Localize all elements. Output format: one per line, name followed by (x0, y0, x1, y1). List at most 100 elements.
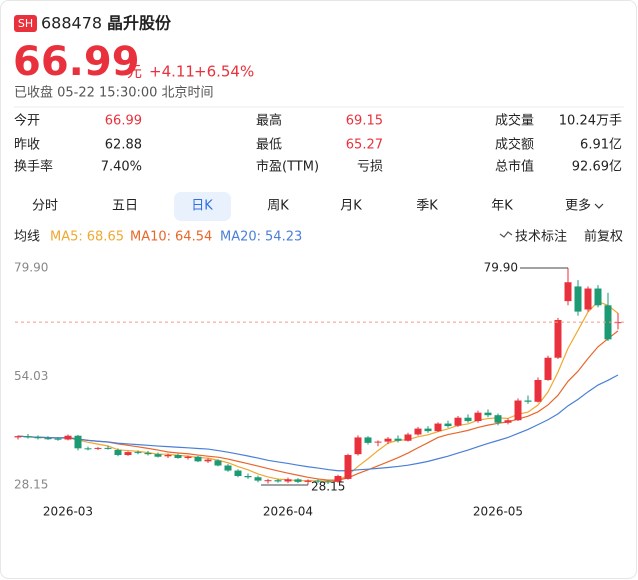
candle-body (504, 420, 512, 423)
stat-value: 10.24万手 (559, 114, 622, 129)
stat-value: 92.69亿 (572, 160, 622, 175)
candle-body (574, 286, 582, 312)
ma-value: 64.54 (175, 230, 212, 245)
candle-body (284, 479, 292, 482)
tab[interactable]: 月K (340, 199, 362, 214)
chevron (594, 203, 604, 209)
candle-body (484, 412, 492, 416)
candle-body (474, 412, 482, 422)
ma-title: 均线 (14, 230, 40, 245)
stat-value: 亏损 (357, 160, 383, 175)
tab[interactable]: 日K (191, 199, 213, 214)
candle-body (514, 400, 522, 421)
candle-body (24, 436, 32, 438)
ma-value: 68.65 (87, 230, 124, 245)
candle-body (554, 319, 562, 358)
candle-body (234, 470, 242, 477)
annotation: 28.15 (311, 480, 345, 494)
stat-label: 最低 (256, 138, 282, 153)
candle-body (194, 456, 202, 462)
candle-body (64, 435, 72, 440)
candle-body (344, 455, 352, 479)
tab[interactable]: 更多 (565, 198, 591, 214)
y-tick-label: 28.15 (14, 478, 48, 492)
candle-body (124, 452, 132, 456)
candle-body (104, 447, 112, 449)
tool-icon (499, 231, 513, 238)
candle-body (564, 282, 572, 302)
candle-body (414, 428, 422, 435)
stat-label: 今开 (14, 113, 40, 129)
candle-body (84, 448, 92, 450)
stat-label: 市盈(TTM) (256, 159, 319, 175)
candle-body (534, 379, 542, 402)
tab[interactable]: 季K (416, 199, 438, 214)
candle-body (114, 449, 122, 456)
candle-body (224, 465, 232, 471)
candle-body (244, 476, 252, 478)
stat-label: 昨收 (14, 138, 40, 153)
x-tick-label: 2026-05 (473, 505, 523, 519)
stat-value: 62.88 (105, 138, 142, 153)
stat-value: 66.99 (105, 114, 142, 129)
ma-name: MA20: (220, 230, 261, 245)
tab-highlight (174, 192, 231, 221)
y-tick-label: 54.03 (14, 369, 48, 383)
change: +4.11 (149, 63, 195, 81)
tab[interactable]: 分时 (32, 199, 58, 214)
candle-body (324, 481, 332, 483)
candle-body (424, 428, 432, 432)
candle-body (354, 437, 362, 455)
stat-value: 65.27 (346, 138, 383, 153)
candle-body (334, 476, 342, 482)
candle-body (134, 452, 142, 454)
candle-body (204, 459, 212, 462)
change-pct: +6.54% (194, 63, 254, 81)
tab[interactable]: 五日 (112, 199, 138, 214)
candle-body (164, 455, 172, 457)
candle-body (254, 477, 262, 481)
candle-body (144, 452, 152, 455)
badge-bg (14, 15, 37, 32)
candle-body (434, 423, 442, 432)
candle-body (394, 438, 402, 441)
candle-body (594, 288, 602, 306)
candle-body (54, 438, 62, 440)
candle-body (34, 436, 42, 439)
candle-body (384, 438, 392, 442)
ma-line (17, 374, 619, 472)
candle-body (184, 456, 192, 458)
candle-body (304, 480, 312, 482)
stat-label: 成交额 (495, 137, 534, 153)
stat-label: 换手率 (14, 159, 53, 175)
candle-body (604, 305, 612, 340)
badge: SH (18, 17, 33, 30)
ma-name: MA5: (50, 230, 83, 245)
tab[interactable]: 周K (267, 199, 289, 214)
candle-body (94, 447, 102, 449)
candle-body (314, 480, 322, 482)
tool[interactable]: 前复权 (584, 229, 623, 245)
tool[interactable]: 技术标注 (515, 230, 567, 245)
stat-label: 总市值 (495, 159, 534, 175)
x-tick-label: 2026-03 (43, 505, 93, 519)
candle-body (464, 417, 472, 422)
candle-body (444, 423, 452, 427)
status: 已收盘 05-22 15:30:00 北京时间 (14, 85, 214, 101)
candle-body (74, 435, 82, 449)
stat-value: 7.40% (101, 160, 142, 175)
candle-body (494, 415, 502, 423)
candle-body (274, 480, 282, 482)
tab[interactable]: 年K (491, 199, 513, 214)
unit: 元 (127, 63, 142, 81)
stat-label: 成交量 (495, 113, 534, 129)
candle-body (374, 441, 382, 443)
stat-label: 最高 (256, 113, 282, 129)
ma-value: 54.23 (265, 230, 302, 245)
x-tick-label: 2026-04 (263, 505, 313, 519)
candle-body (154, 454, 162, 457)
candle-body (544, 357, 552, 380)
candle-body (214, 460, 222, 466)
y-tick-label: 79.90 (14, 260, 48, 274)
